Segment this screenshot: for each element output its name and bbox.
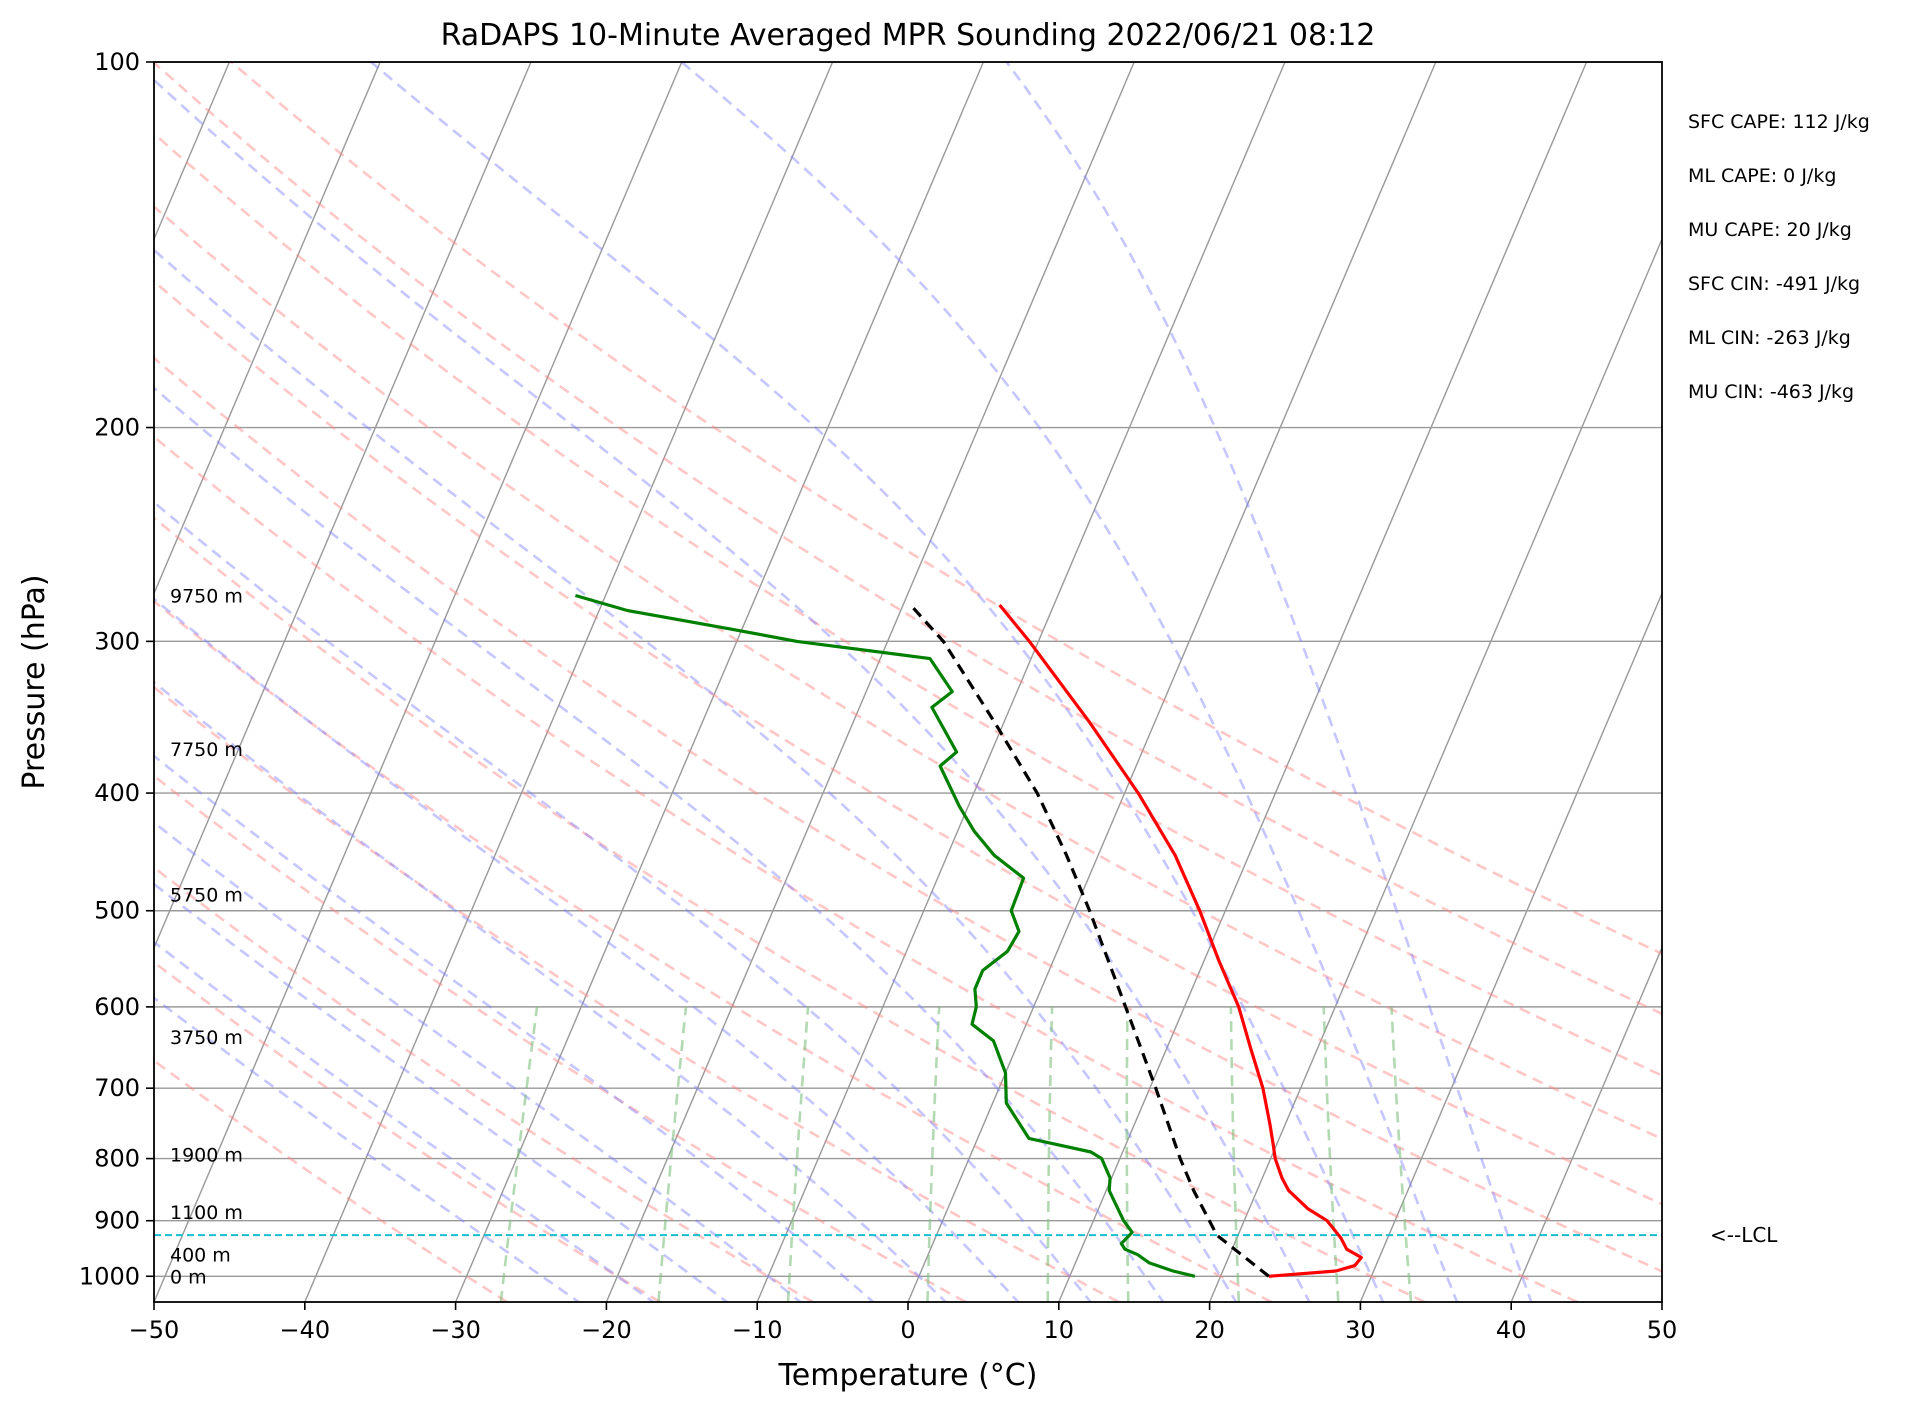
stat-text: SFC CIN: -491 J/kg <box>1688 273 1860 295</box>
mixing-ratio-line <box>499 1006 539 1302</box>
moist-adiabat-line <box>154 597 1020 1302</box>
x-axis-label: Temperature (°C) <box>778 1358 1038 1393</box>
stat-text: ML CIN: -263 J/kg <box>1688 327 1851 349</box>
isotherm-line <box>907 62 1437 1302</box>
y-axis-label: Pressure (hPa) <box>17 574 52 789</box>
dry-adiabat-line <box>154 866 814 1302</box>
mixing-ratio-line <box>1046 1006 1054 1302</box>
isotherm-line <box>605 62 1135 1302</box>
x-tick-label: 10 <box>1044 1316 1075 1344</box>
y-tick-label: 700 <box>94 1074 140 1102</box>
y-tick-label: 600 <box>94 993 140 1021</box>
temperature-line <box>998 603 1363 1278</box>
dry-adiabat-line <box>154 435 1579 1302</box>
dry-adiabat-line <box>154 131 1662 1077</box>
height-label: 7750 m <box>170 739 243 761</box>
isotherm-line <box>1359 591 1662 1302</box>
parcel-line <box>909 603 1270 1278</box>
y-tick-label: 300 <box>94 627 140 655</box>
dry-adiabat-line <box>154 204 1662 1141</box>
isotherm-line <box>1058 62 1588 1302</box>
y-tick-label: 900 <box>94 1207 140 1235</box>
profile-lines <box>574 593 1363 1278</box>
moist-adiabat-line <box>154 882 730 1302</box>
mixing-ratio-line <box>657 1006 688 1302</box>
dry-adiabat-line <box>154 685 1120 1302</box>
stat-text: SFC CAPE: 112 J/kg <box>1688 111 1870 133</box>
mixing-ratio-line <box>926 1006 941 1302</box>
dry-adiabat-line <box>154 599 1273 1302</box>
isotherm-line <box>154 62 683 1302</box>
moist-adiabat-line <box>1005 62 1533 1302</box>
y-tick-label: 500 <box>94 897 140 925</box>
mixing-ratio-line <box>1229 1006 1241 1302</box>
y-tick-label: 400 <box>94 779 140 807</box>
x-tick-label: −30 <box>430 1316 481 1344</box>
dry-adiabat-line <box>230 62 1662 956</box>
moist-adiabat-line <box>680 62 1459 1302</box>
x-axis: −50 −40 −30 −20 −10 0 10 20 30 40 50 <box>129 1302 1678 1344</box>
moist-adiabat-line <box>370 62 1385 1302</box>
isotherm-line <box>454 62 985 1302</box>
x-tick-label: 50 <box>1647 1316 1678 1344</box>
moist-adiabat-line <box>154 386 1165 1302</box>
mixing-ratio-line <box>786 1006 810 1302</box>
x-tick-label: 40 <box>1496 1316 1527 1344</box>
isotherm-line <box>154 62 532 950</box>
x-tick-label: −40 <box>279 1316 330 1344</box>
background-lines <box>154 62 1662 1302</box>
height-label: 1900 m <box>170 1145 243 1167</box>
dry-adiabat-line <box>154 356 1662 1273</box>
height-label: 400 m <box>170 1245 231 1267</box>
isotherm-line <box>304 62 834 1302</box>
stat-text: MU CAPE: 20 J/kg <box>1688 219 1852 241</box>
isotherm-line <box>154 62 381 596</box>
isotherm-line <box>1208 237 1662 1302</box>
height-label: 0 m <box>170 1266 207 1288</box>
dry-adiabat-line <box>154 774 967 1302</box>
moist-adiabat-line <box>154 78 1311 1302</box>
stat-text: MU CIN: -463 J/kg <box>1688 381 1854 403</box>
dry-adiabat-line <box>154 279 1662 1206</box>
x-tick-label: 20 <box>1194 1316 1225 1344</box>
x-tick-label: 0 <box>900 1316 915 1344</box>
height-label: 1100 m <box>170 1202 243 1224</box>
x-tick-label: −10 <box>732 1316 783 1344</box>
dry-adiabat-line <box>154 960 661 1302</box>
moist-adiabat-line <box>154 754 876 1302</box>
dry-adiabat-line <box>154 516 1426 1302</box>
stats-panel: SFC CAPE: 112 J/kg ML CAPE: 0 J/kg MU CAPE… <box>1688 111 1870 403</box>
mixing-ratio-line <box>1322 1006 1340 1302</box>
x-tick-label: −20 <box>581 1316 632 1344</box>
y-tick-label: 1000 <box>79 1262 140 1290</box>
dewpoint-line <box>574 593 1196 1278</box>
height-label: 5750 m <box>170 885 243 907</box>
y-axis: 100 200 300 400 500 600 700 800 900 1000 <box>79 48 154 1290</box>
isotherm-line <box>1510 945 1662 1302</box>
moist-adiabat-line <box>154 680 948 1302</box>
moist-adiabat-line <box>154 940 656 1302</box>
moist-adiabat-line <box>154 996 582 1302</box>
y-tick-label: 800 <box>94 1145 140 1173</box>
y-tick-label: 200 <box>94 414 140 442</box>
chart-title: RaDAPS 10-Minute Averaged MPR Sounding 2… <box>441 18 1376 53</box>
lcl-label: <--LCL <box>1710 1223 1778 1247</box>
stat-text: ML CAPE: 0 J/kg <box>1688 165 1836 187</box>
y-tick-label: 100 <box>94 48 140 76</box>
x-tick-label: 30 <box>1345 1316 1376 1344</box>
mixing-ratio-line <box>1125 1006 1130 1302</box>
x-tick-label: −50 <box>129 1316 180 1344</box>
height-label: 3750 m <box>170 1027 243 1049</box>
mixing-ratio-line <box>1390 1006 1413 1302</box>
moist-adiabat-line <box>154 248 1238 1302</box>
height-labels: 9750 m 7750 m 5750 m 3750 m 1900 m 1100 m 400 … <box>170 585 243 1288</box>
isotherm-line <box>756 62 1286 1302</box>
moist-adiabat-line <box>154 500 1093 1302</box>
height-label: 9750 m <box>170 585 243 607</box>
